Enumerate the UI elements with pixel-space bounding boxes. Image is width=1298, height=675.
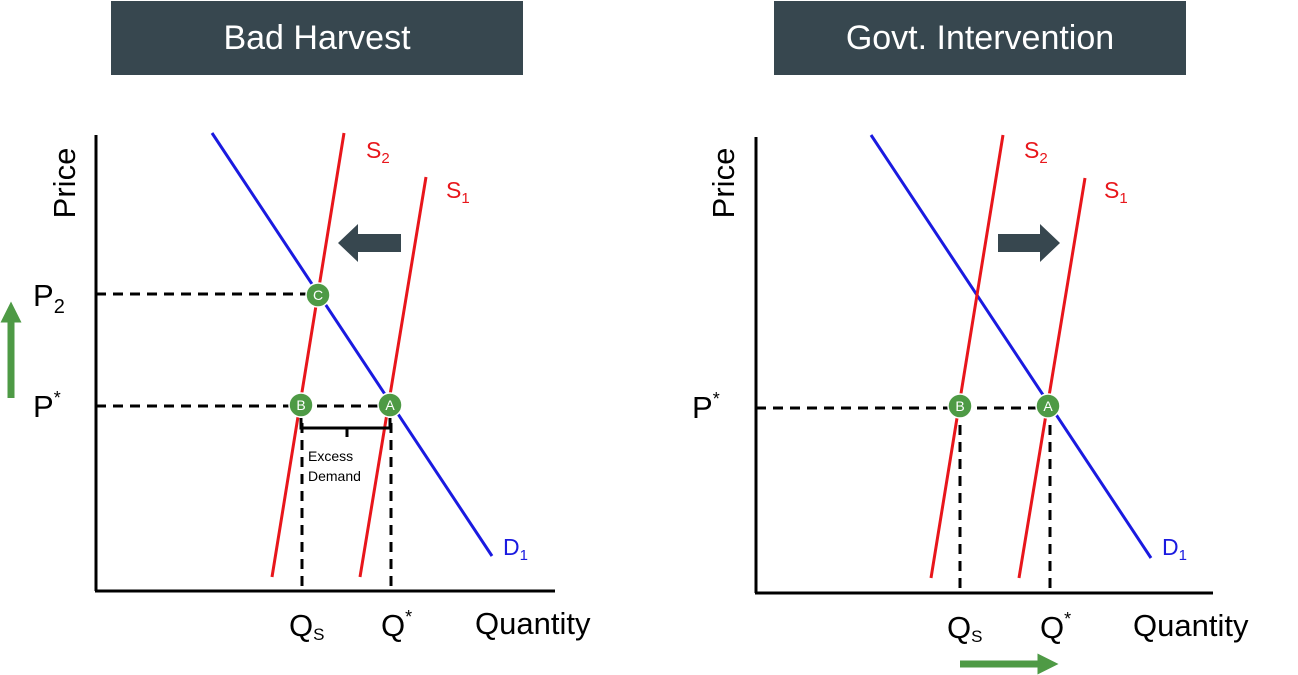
demand-curve — [210, 132, 494, 557]
curve-label: D1 — [503, 534, 528, 564]
point — [305, 282, 331, 308]
supply-curve — [270, 132, 346, 578]
curve-label: S1 — [446, 177, 470, 207]
curve-label: S2 — [1024, 137, 1048, 167]
point-label: C — [313, 287, 323, 303]
y-axis-label: Price — [47, 148, 82, 219]
bracket — [299, 418, 392, 437]
price-label: P* — [33, 388, 61, 424]
note: Excess — [308, 448, 353, 464]
point-label: A — [1043, 398, 1053, 414]
panel-right: Govt. Intervention Price Quantity S2 S1 … — [692, 1, 1249, 675]
point-label: A — [385, 397, 395, 413]
shift-arrow — [998, 224, 1060, 262]
shift-arrow — [338, 224, 401, 262]
note: Demand — [308, 468, 361, 484]
panel-title: Govt. Intervention — [846, 19, 1114, 57]
supply-curve — [1017, 177, 1087, 579]
demand-curve — [869, 134, 1153, 559]
y-axis-label: Price — [706, 148, 741, 219]
point — [1035, 393, 1061, 419]
point — [288, 392, 314, 418]
x-axis-label: Quantity — [475, 606, 591, 641]
point-label: B — [955, 398, 964, 414]
curve-label: S2 — [366, 137, 390, 167]
panel-left: Bad Harvest Price Quantity S2 S1 D1 Exce… — [0, 1, 591, 644]
point — [377, 392, 403, 418]
quantity-label: QS — [947, 610, 982, 646]
x-axis-label: Quantity — [1133, 608, 1249, 643]
title-box — [111, 1, 523, 75]
curve-label: S1 — [1104, 177, 1128, 207]
supply-curve — [358, 176, 428, 578]
quantity-label: QS — [289, 608, 324, 644]
panel-title: Bad Harvest — [223, 19, 411, 57]
price-label: P* — [692, 389, 720, 425]
quantity-label: Q* — [381, 607, 412, 643]
supply-curve — [929, 134, 1005, 579]
price-label: P2 — [33, 278, 65, 318]
quantity-label: Q* — [1040, 609, 1071, 645]
title-box — [774, 1, 1186, 75]
point — [947, 393, 973, 419]
point-label: B — [296, 397, 305, 413]
curve-label: D1 — [1162, 534, 1187, 564]
